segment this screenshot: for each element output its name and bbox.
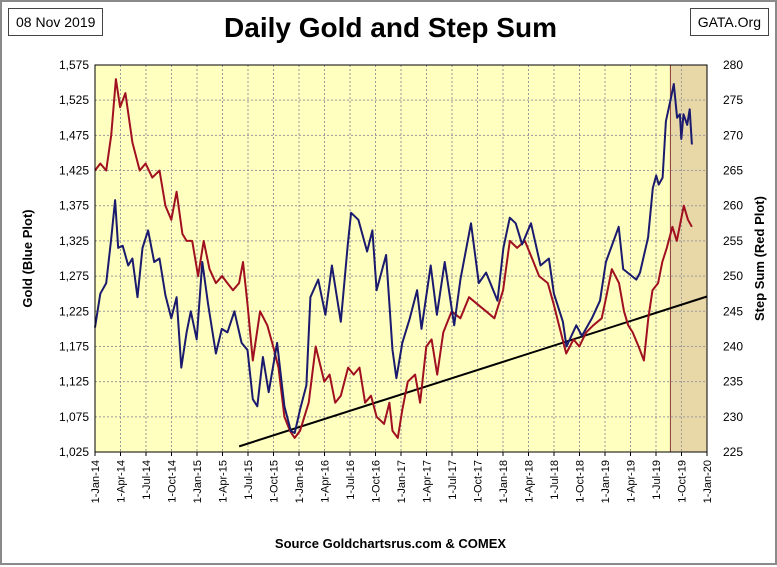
y-tick-left: 1,325 — [59, 234, 89, 248]
shaded-region — [669, 64, 708, 453]
y-tick-right: 240 — [723, 339, 743, 353]
y-tick-right: 270 — [723, 128, 743, 142]
x-tick-label: 1-Apr-19 — [626, 460, 638, 503]
x-tick-label: 1-Jan-19 — [600, 460, 612, 503]
y-tick-left: 1,075 — [59, 410, 89, 424]
x-tick-label: 1-Jan-18 — [498, 460, 510, 503]
y-tick-left: 1,475 — [59, 128, 89, 142]
x-tick-label: 1-Jul-17 — [447, 460, 459, 500]
x-tick-label: 1-Apr-15 — [218, 460, 230, 503]
x-tick-label: 1-Jan-20 — [702, 460, 714, 503]
footer-source: Source Goldchartsrus.com & COMEX — [274, 536, 507, 551]
y-axis-title-left: Gold (Blue Plot) — [20, 209, 35, 307]
x-tick-label: 1-Jan-15 — [192, 460, 204, 503]
y-tick-right: 225 — [723, 445, 743, 459]
source-tag: GATA.Org — [689, 8, 769, 36]
x-tick-label: 1-Apr-17 — [422, 460, 434, 503]
y-tick-left: 1,225 — [59, 304, 89, 318]
trend-line — [238, 295, 708, 448]
x-tick-label: 1-Jul-15 — [243, 460, 255, 500]
gold-series-line — [94, 83, 693, 434]
x-tick-label: 1-Jan-16 — [294, 460, 306, 503]
y-tick-right: 230 — [723, 410, 743, 424]
x-tick-label: 1-Jul-14 — [141, 460, 153, 500]
x-tick-label: 1-Oct-15 — [269, 460, 281, 503]
x-tick-label: 1-Oct-17 — [473, 460, 485, 503]
y-tick-right: 280 — [723, 58, 743, 72]
y-tick-right: 260 — [723, 199, 743, 213]
x-tick-label: 1-Jul-19 — [651, 460, 663, 500]
x-tick-label: 1-Apr-14 — [116, 460, 128, 503]
x-tick-label: 1-Jul-16 — [345, 460, 357, 500]
x-tick-label: 1-Oct-16 — [371, 460, 383, 503]
x-tick-label: 1-Oct-14 — [167, 460, 179, 503]
date-label: 08 Nov 2019 — [8, 8, 104, 36]
y-tick-left: 1,125 — [59, 375, 89, 389]
y-tick-left: 1,175 — [59, 339, 89, 353]
y-tick-left: 1,525 — [59, 93, 89, 107]
y-tick-right: 250 — [723, 269, 743, 283]
x-tick-label: 1-Apr-18 — [524, 460, 536, 503]
x-tick-label: 1-Jan-14 — [90, 460, 102, 503]
y-tick-right: 245 — [723, 304, 743, 318]
y-tick-left: 1,375 — [59, 199, 89, 213]
step-sum-series-line — [94, 78, 693, 439]
x-tick-label: 1-Oct-18 — [575, 460, 587, 503]
x-tick-label: 1-Oct-19 — [677, 460, 689, 503]
y-tick-left: 1,275 — [59, 269, 89, 283]
x-tick-label: 1-Apr-16 — [320, 460, 332, 503]
x-tick-label: 1-Jul-18 — [549, 460, 561, 500]
x-tick-label: 1-Jan-17 — [396, 460, 408, 503]
y-tick-left: 1,575 — [59, 58, 89, 72]
y-tick-right: 235 — [723, 375, 743, 389]
y-tick-left: 1,425 — [59, 164, 89, 178]
plot-border — [94, 64, 708, 453]
chart-title: Daily Gold and Step Sum — [224, 12, 557, 43]
y-axis-title-right: Step Sum (Red Plot) — [752, 196, 767, 321]
y-tick-right: 265 — [723, 164, 743, 178]
y-tick-right: 275 — [723, 93, 743, 107]
y-tick-left: 1,025 — [59, 445, 89, 459]
y-tick-right: 255 — [723, 234, 743, 248]
